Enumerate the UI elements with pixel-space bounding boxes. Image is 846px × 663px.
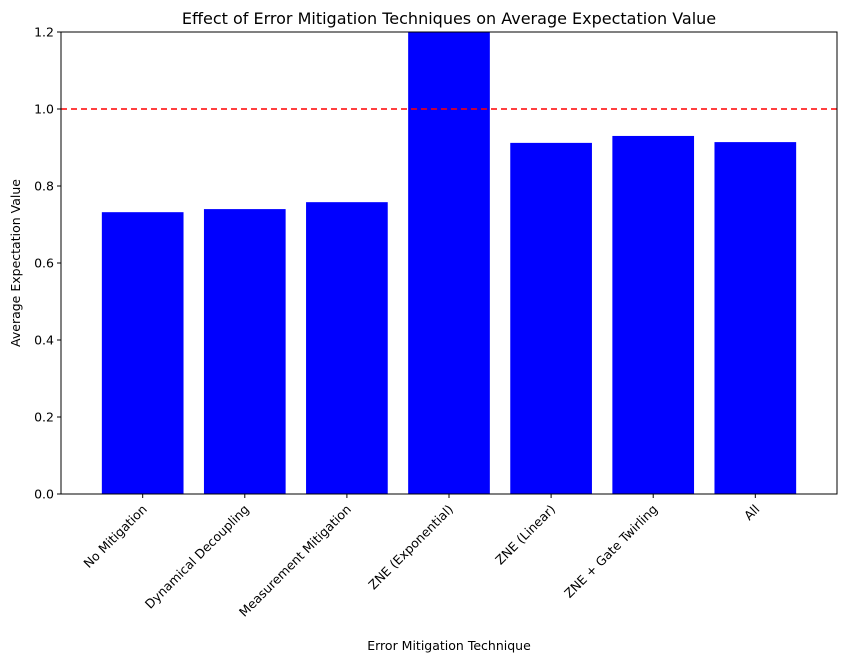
bar-7	[714, 142, 797, 494]
y-tick-label: 0.0	[34, 487, 54, 502]
bar-1	[101, 212, 184, 494]
chart-title: Effect of Error Mitigation Techniques on…	[182, 9, 716, 28]
x-tick-label: All	[741, 502, 763, 524]
bar-3	[306, 202, 388, 494]
bar-2	[203, 209, 286, 494]
x-tick-label: ZNE (Exponential)	[365, 502, 456, 593]
x-tick-label: ZNE + Gate Twirling	[561, 502, 660, 601]
y-tick-label: 0.6	[34, 256, 54, 271]
y-tick-label: 0.2	[34, 410, 54, 425]
x-axis-label: Error Mitigation Technique	[367, 638, 531, 653]
x-tick-label: Measurement Mitigation	[236, 502, 354, 620]
x-tick-label: Dynamical Decoupling	[142, 502, 252, 612]
y-tick-label: 1.0	[34, 102, 54, 117]
y-tick-label: 0.8	[34, 179, 54, 194]
x-tick-label: No Mitigation	[80, 502, 149, 571]
bar-5	[510, 142, 592, 494]
x-tick-label: ZNE (Linear)	[492, 502, 558, 568]
bar-4	[408, 32, 490, 494]
y-axis-label: Average Expectation Value	[8, 179, 23, 347]
y-tick-label: 0.4	[34, 333, 54, 348]
bars-group	[101, 32, 797, 494]
y-axis: 0.0 0.2 0.4 0.6 0.8 1.0 1.2	[34, 25, 61, 502]
bar-6	[612, 135, 695, 494]
y-tick-label: 1.2	[34, 25, 54, 40]
